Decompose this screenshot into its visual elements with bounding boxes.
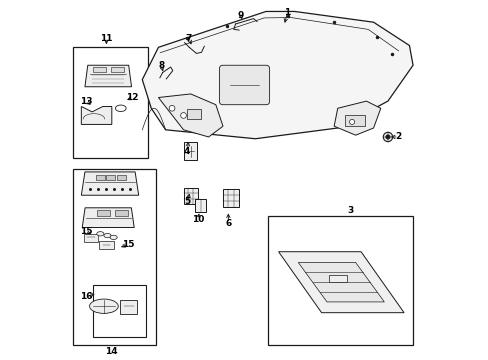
Circle shape	[349, 120, 354, 125]
Text: 7: 7	[185, 34, 192, 43]
Polygon shape	[81, 107, 112, 125]
Text: 13: 13	[81, 97, 93, 106]
Bar	[96, 175, 104, 180]
Bar	[106, 175, 115, 180]
Text: 9: 9	[237, 10, 244, 19]
Text: 15: 15	[80, 228, 92, 237]
Text: 2: 2	[395, 132, 401, 141]
Polygon shape	[183, 188, 198, 204]
Polygon shape	[298, 262, 384, 302]
Ellipse shape	[110, 235, 117, 239]
Text: 4: 4	[183, 147, 190, 156]
Bar	[93, 67, 105, 72]
Circle shape	[383, 132, 392, 141]
Bar	[110, 67, 123, 72]
Bar	[328, 275, 346, 282]
Polygon shape	[85, 65, 131, 87]
Bar	[115, 211, 128, 216]
Text: 5: 5	[183, 197, 190, 206]
Polygon shape	[158, 94, 223, 137]
Bar	[83, 234, 98, 242]
Text: 16: 16	[81, 292, 93, 301]
Polygon shape	[195, 199, 206, 212]
Polygon shape	[184, 142, 197, 160]
Bar	[187, 109, 201, 119]
Text: 10: 10	[191, 215, 203, 224]
Polygon shape	[223, 189, 238, 207]
Bar	[267, 216, 412, 345]
Bar	[93, 285, 146, 337]
Bar	[117, 175, 126, 180]
Ellipse shape	[115, 105, 126, 112]
Ellipse shape	[104, 233, 111, 238]
Bar	[99, 241, 113, 249]
Text: 6: 6	[225, 219, 231, 228]
Text: 15: 15	[122, 240, 134, 249]
FancyBboxPatch shape	[219, 65, 269, 105]
Ellipse shape	[89, 299, 118, 314]
Bar	[120, 300, 137, 314]
Text: 12: 12	[126, 93, 139, 102]
Text: 11: 11	[100, 34, 112, 43]
Polygon shape	[81, 172, 139, 195]
Polygon shape	[82, 208, 134, 228]
Bar	[73, 47, 148, 158]
Circle shape	[169, 105, 175, 111]
Circle shape	[180, 113, 186, 118]
Text: 3: 3	[346, 206, 353, 215]
Polygon shape	[142, 12, 412, 139]
Text: 8: 8	[158, 61, 164, 70]
Ellipse shape	[97, 231, 104, 236]
Polygon shape	[333, 101, 380, 135]
Text: 1: 1	[284, 8, 290, 17]
Bar	[97, 211, 110, 216]
Text: 14: 14	[105, 347, 118, 356]
Polygon shape	[278, 252, 403, 313]
Bar	[344, 116, 364, 126]
Circle shape	[385, 135, 389, 139]
Bar	[73, 169, 155, 345]
